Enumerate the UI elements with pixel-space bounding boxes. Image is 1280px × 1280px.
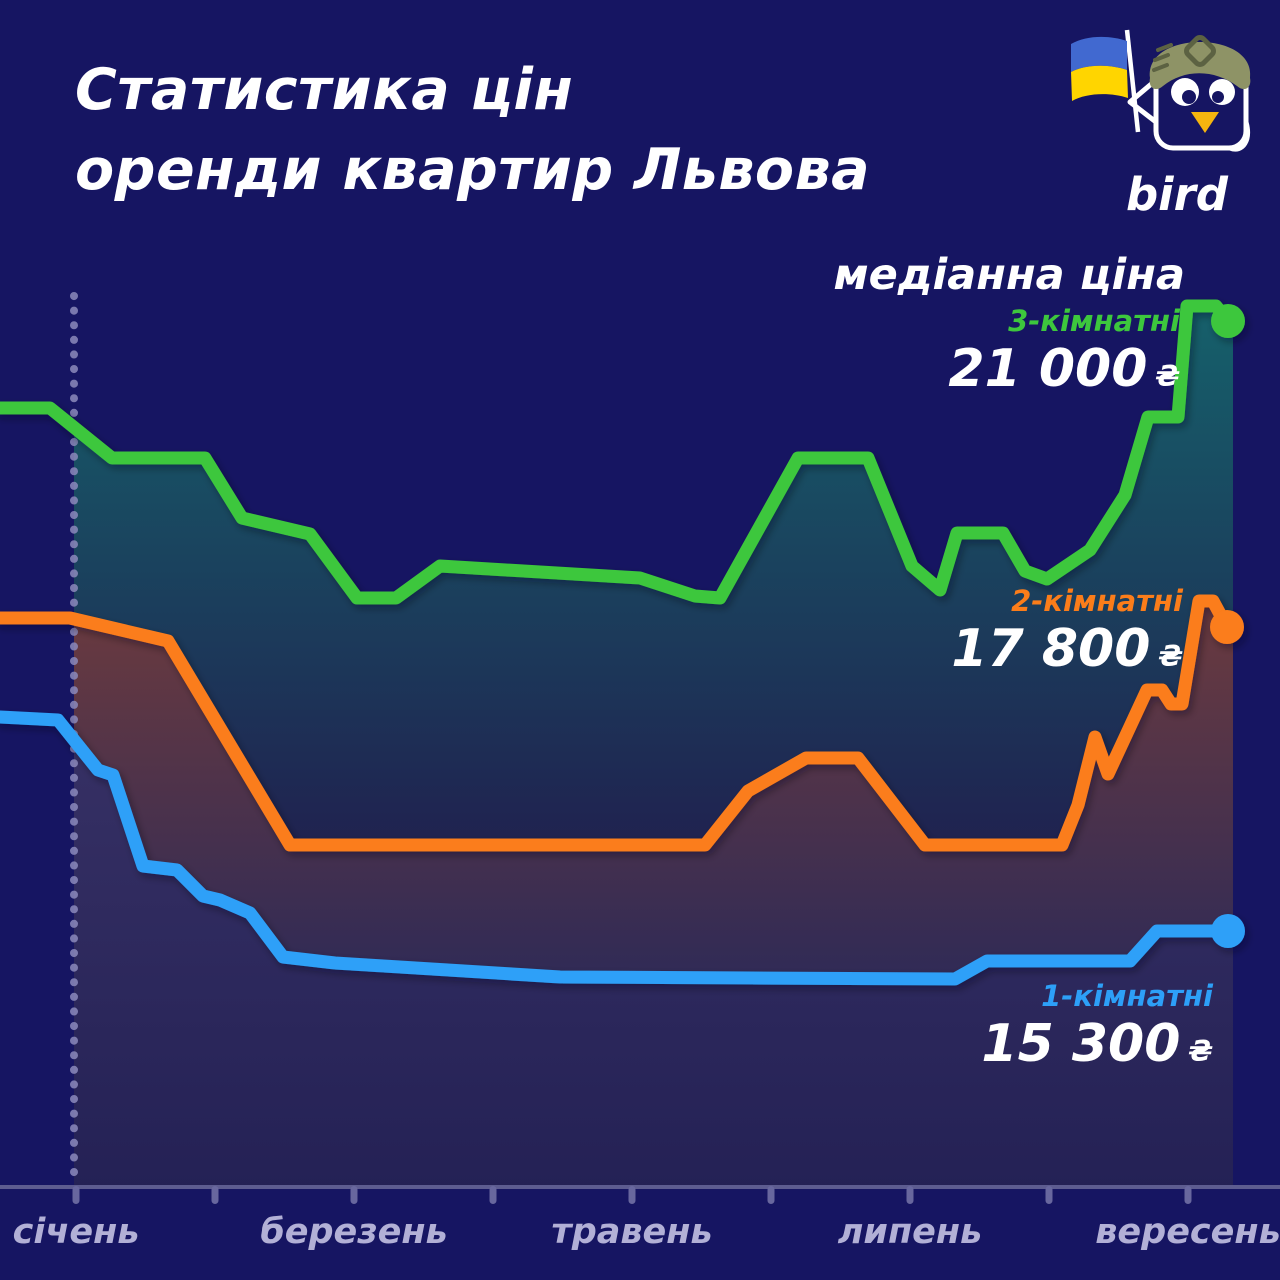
x-axis-tick (767, 1186, 775, 1204)
page-title-line2: оренди квартир Львова (75, 137, 871, 203)
axis-label-березень: березень (260, 1212, 447, 1252)
flagpole (1124, 29, 1141, 133)
ukraine-flag-icon (1071, 36, 1128, 101)
legend-3room-label: 3-кімнатні (1008, 304, 1180, 338)
x-axis-tick (1184, 1186, 1192, 1204)
legend-3room-value: 21 000 ₴ (948, 339, 1180, 399)
end-dot-1-кімнатні (1211, 914, 1245, 948)
legend-1room-value: 15 300 ₴ (981, 1014, 1213, 1074)
bird-chin (1229, 121, 1250, 152)
series-1-кімнатні (0, 710, 1245, 986)
line-2-кімнатні (0, 594, 1234, 852)
bird-wing (1127, 78, 1158, 124)
x-axis-tick (72, 1186, 80, 1204)
series-2-кімнатні (0, 594, 1244, 852)
series-3-кімнатні (0, 299, 1245, 605)
axis-label-липень: липень (838, 1212, 982, 1252)
hryvnia-sign: ₴ (1158, 639, 1183, 673)
x-axis-tick (628, 1186, 636, 1204)
axis-label-травень: травень (551, 1212, 712, 1252)
x-axis-tick (1045, 1186, 1053, 1204)
end-dot-3-кімнатні (1211, 304, 1245, 338)
line-3-кімнатні (0, 299, 1235, 605)
x-axis-tick (906, 1186, 914, 1204)
legend-3room: 3-кімнатні 21 000 ₴ (948, 303, 1180, 406)
legend-2room-value: 17 800 ₴ (951, 619, 1183, 679)
legend-2room-label: 2-кімнатні (1011, 584, 1183, 618)
legend-2room: 2-кімнатні 17 800 ₴ (951, 583, 1183, 686)
hryvnia-sign: ₴ (1155, 359, 1180, 393)
x-axis-tick (489, 1186, 497, 1204)
brand-name: bird (1125, 168, 1228, 221)
bird-beak (1191, 112, 1219, 133)
axis-label-вересень: вересень (1095, 1212, 1280, 1252)
x-axis-tick (350, 1186, 358, 1204)
axis-label-січень: січень (13, 1212, 140, 1252)
line-1-кімнатні (0, 710, 1235, 986)
bird-logo (1071, 29, 1251, 152)
end-dot-2-кімнатні (1210, 610, 1244, 644)
military-helmet-icon (1149, 35, 1251, 90)
page-title-line1: Статистика цін (75, 57, 574, 123)
legend-1room: 1-кімнатні 15 300 ₴ (981, 978, 1213, 1081)
hryvnia-sign: ₴ (1188, 1034, 1213, 1068)
x-axis-tick (211, 1186, 219, 1204)
chart-label: медіанна ціна (833, 250, 1185, 300)
legend-1room-label: 1-кімнатні (1041, 979, 1213, 1013)
page-title: Статистика цін оренди квартир Львова (75, 50, 870, 210)
